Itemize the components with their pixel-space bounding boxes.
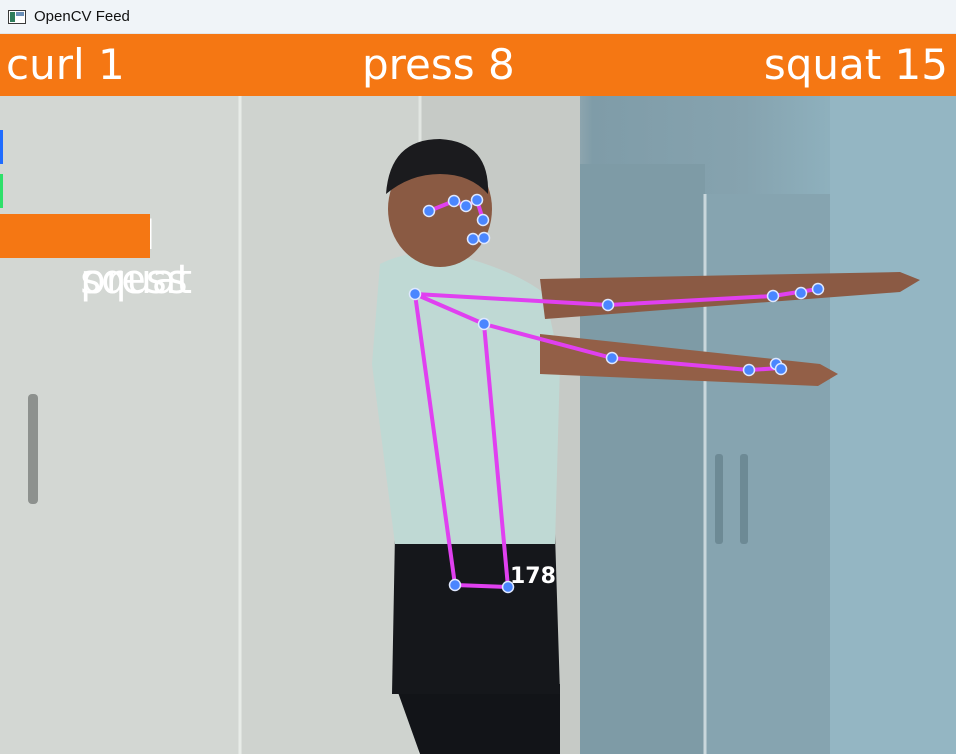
window-titlebar: OpenCV Feed: [0, 0, 956, 34]
joint-marker: [477, 231, 491, 245]
person-trousers: [392, 534, 560, 694]
camera-scene: [0, 96, 956, 754]
selection-marker: [0, 174, 3, 208]
person-lower-arm: [540, 334, 838, 386]
cabinet-handle: [715, 454, 723, 544]
arm-connection: [606, 294, 775, 307]
joint-marker: [811, 282, 825, 296]
press-counter-value: 8: [487, 40, 515, 89]
joint-marker: [459, 199, 473, 213]
joint-marker: [447, 194, 461, 208]
cabinet-handle: [740, 454, 748, 544]
joint-marker: [774, 362, 788, 376]
joint-marker: [466, 232, 480, 246]
cabinet-door-blue-1: [580, 164, 705, 754]
cabinet-handle: [28, 394, 38, 504]
squat-counter-value: 15: [894, 40, 948, 89]
selection-marker: [0, 130, 3, 164]
person-legs: [395, 684, 560, 754]
video-feed: curl 1 press 8 squat 15 curl press squat…: [0, 34, 956, 754]
joint-marker: [470, 193, 484, 207]
window-title: OpenCV Feed: [34, 8, 130, 25]
pose-joints: [408, 193, 825, 594]
rep-counter-bar: curl 1 press 8 squat 15: [0, 34, 956, 96]
arm-connection: [482, 322, 614, 360]
joint-angle-label: 178: [510, 564, 556, 589]
joint-marker: [766, 289, 780, 303]
torso-connection: [413, 292, 457, 587]
press-counter: press 8: [362, 34, 515, 96]
joint-marker: [422, 204, 436, 218]
press-counter-label: press: [362, 40, 475, 89]
menu-item-squat[interactable]: squat: [0, 214, 192, 302]
exercise-menu: curl press squat: [0, 126, 192, 302]
curl-counter: curl 1: [6, 34, 125, 96]
person-head: [388, 151, 492, 267]
squat-counter: squat 15: [764, 34, 948, 96]
joint-marker: [448, 578, 462, 592]
person-upper-arm: [540, 272, 920, 319]
joint-marker: [408, 287, 422, 301]
squat-counter-label: squat: [763, 40, 882, 89]
person-hair: [386, 139, 489, 194]
curl-counter-value: 1: [98, 40, 125, 89]
arm-connection: [413, 292, 610, 307]
menu-item-label: squat: [80, 257, 193, 303]
joint-marker: [601, 298, 615, 312]
shoulder-connection: [413, 292, 486, 326]
cabinet-panel-left: [0, 96, 240, 754]
menu-item-label: press: [80, 257, 187, 303]
joint-marker: [794, 286, 808, 300]
torso-connection: [482, 322, 510, 589]
joint-marker: [605, 351, 619, 365]
joint-marker: [742, 363, 756, 377]
arm-connection: [610, 356, 751, 372]
menu-item-press[interactable]: press: [0, 170, 188, 302]
joint-marker: [476, 213, 490, 227]
joint-marker: [501, 580, 515, 594]
hip-connection: [453, 583, 510, 589]
wall-right: [830, 96, 956, 754]
curl-counter-label: curl: [6, 40, 85, 89]
app-icon: [8, 9, 26, 24]
joint-marker: [477, 317, 491, 331]
menu-item-curl[interactable]: curl: [0, 126, 188, 258]
